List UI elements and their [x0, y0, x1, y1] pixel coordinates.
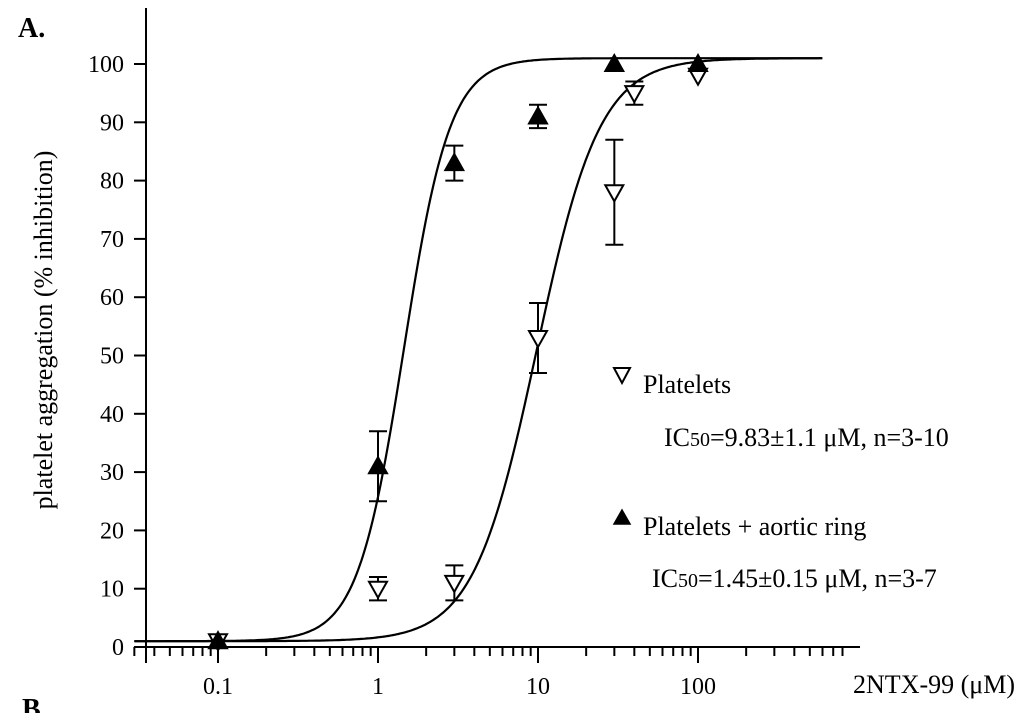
legend-label-platelets: Platelets [643, 370, 731, 399]
x-tick-label: 10 [526, 674, 550, 700]
legend-label-platelets-aortic-ring: Platelets + aortic ring [643, 512, 866, 541]
data-point-series-1 [527, 105, 549, 125]
y-tick-label: 70 [100, 227, 124, 253]
data-markers [207, 52, 709, 653]
y-axis-ticks: 0 10 20 30 40 50 60 70 80 90 100 [88, 52, 146, 661]
data-point-series-0 [443, 574, 466, 594]
legend-annotation-platelets: IC50=9.83±1.1 μM, n=3-10 [664, 423, 949, 452]
data-point-series-0 [603, 184, 626, 204]
x-tick-label: 0.1 [203, 674, 233, 700]
next-panel-label: B [22, 694, 41, 713]
data-point-series-1 [603, 52, 626, 72]
y-tick-label: 40 [100, 402, 124, 428]
data-point-series-1 [443, 152, 466, 172]
fit-curve-series-1 [134, 57, 823, 643]
x-tick-label: 100 [680, 674, 716, 700]
data-point-series-0 [527, 330, 549, 350]
fit-curve-series-0 [134, 57, 823, 643]
data-point-series-0 [367, 580, 389, 600]
x-axis-title: 2NTX-99 (μM) [853, 670, 1015, 699]
y-tick-label: 20 [100, 518, 124, 544]
data-point-series-1 [367, 455, 389, 475]
x-axis-ticks: 0.1 1 10 100 [133, 647, 844, 700]
y-tick-label: 50 [100, 344, 124, 370]
data-point-series-1 [207, 630, 229, 650]
panel-label: A. [18, 13, 45, 44]
error-bars [369, 80, 644, 602]
y-tick-label: 60 [100, 285, 124, 311]
legend-marker-platelets-aortic-ring [612, 508, 632, 525]
legend: Platelets IC50=9.83±1.1 μM, n=3-10 Plate… [612, 367, 949, 593]
fit-curves [134, 57, 823, 643]
y-tick-label: 100 [88, 52, 124, 78]
y-tick-label: 90 [100, 110, 124, 136]
y-tick-label: 0 [112, 635, 124, 661]
x-tick-label: 1 [372, 674, 384, 700]
data-point-series-0 [623, 85, 646, 105]
y-axis-title: platelet aggregation (% inhibition) [29, 151, 58, 510]
data-point-series-1 [687, 52, 709, 72]
legend-annotation-platelets-aortic-ring: IC50=1.45±0.15 μM, n=3-7 [652, 564, 937, 593]
y-tick-label: 80 [100, 169, 124, 195]
legend-marker-platelets [612, 367, 632, 386]
y-tick-label: 30 [100, 460, 124, 486]
y-tick-label: 10 [100, 577, 124, 603]
